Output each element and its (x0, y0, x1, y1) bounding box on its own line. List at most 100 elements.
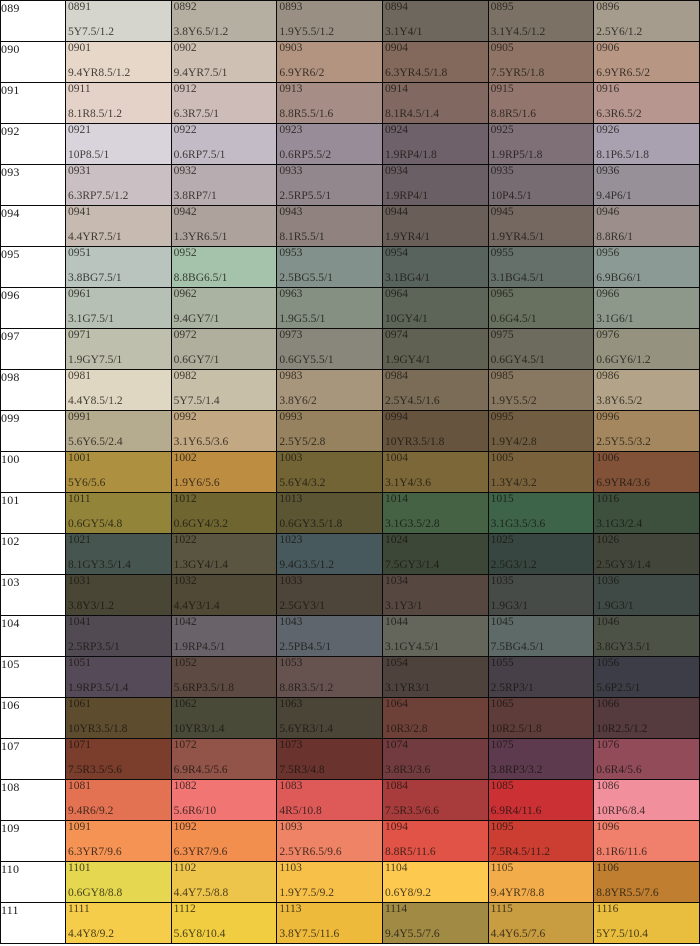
color-swatch-cell[interactable]: 0953 2.5BG5.5/1 (276, 246, 383, 288)
color-swatch-cell[interactable]: 0946 8.8R6/1 (593, 205, 700, 247)
color-swatch-cell[interactable]: 0902 9.4YR7.5/1 (170, 41, 278, 83)
color-swatch-cell[interactable]: 0931 6.3RP7.5/1.2 (65, 164, 172, 206)
color-swatch-cell[interactable]: 1002 1.9Y6/5.6 (170, 451, 278, 493)
color-swatch-cell[interactable]: 1025 2.5G3/1.2 (487, 533, 595, 575)
color-swatch-cell[interactable]: 1064 10R3/2.8 (381, 697, 489, 739)
color-swatch-cell[interactable]: 1076 0.6R4/5.6 (593, 738, 700, 780)
color-swatch-cell[interactable]: 1053 8.8R3.5/1.2 (276, 656, 383, 698)
color-swatch-cell[interactable]: 1115 4.4Y6.5/7.6 (487, 902, 595, 944)
color-swatch-cell[interactable]: 0942 1.3YR6.5/1 (170, 205, 278, 247)
color-swatch-cell[interactable]: 0994 10YR3.5/1.8 (381, 410, 489, 452)
color-swatch-cell[interactable]: 1031 3.8Y3/1.2 (65, 574, 172, 616)
color-swatch-cell[interactable]: 0896 2.5Y6/1.2 (593, 0, 700, 42)
color-swatch-cell[interactable]: 1065 10R2.5/1.8 (487, 697, 595, 739)
color-swatch-cell[interactable]: 1083 4R5/10.8 (276, 779, 383, 821)
color-swatch-cell[interactable]: 1023 9.4G3.5/1.2 (276, 533, 383, 575)
color-swatch-cell[interactable]: 1095 7.5R4.5/11.2 (487, 820, 595, 862)
color-swatch-cell[interactable]: 0992 3.1Y6.5/3.6 (170, 410, 278, 452)
color-swatch-cell[interactable]: 0903 6.9YR6/2 (276, 41, 383, 83)
color-swatch-cell[interactable]: 1086 10RP6/8.4 (593, 779, 700, 821)
color-swatch-cell[interactable]: 0972 0.6GY7/1 (170, 328, 278, 370)
color-swatch-cell[interactable]: 1093 2.5YR6.5/9.6 (276, 820, 383, 862)
color-swatch-cell[interactable]: 1051 1.9RP3.5/1.4 (65, 656, 172, 698)
color-swatch-cell[interactable]: 1116 5Y7.5/10.4 (593, 902, 700, 944)
color-swatch-cell[interactable]: 0943 8.1R5.5/1 (276, 205, 383, 247)
color-swatch-cell[interactable]: 1005 1.3Y4/3.2 (487, 451, 595, 493)
color-swatch-cell[interactable]: 0913 8.8R5.5/1.6 (276, 82, 383, 124)
color-swatch-cell[interactable]: 1113 3.8Y7.5/11.6 (276, 902, 383, 944)
color-swatch-cell[interactable]: 0944 1.9YR4/1 (381, 205, 489, 247)
color-swatch-cell[interactable]: 0995 1.9Y4/2.8 (487, 410, 595, 452)
color-swatch-cell[interactable]: 0985 1.9Y5.5/2 (487, 369, 595, 411)
color-swatch-cell[interactable]: 1073 7.5R3/4.8 (276, 738, 383, 780)
color-swatch-cell[interactable]: 0962 9.4GY7/1 (170, 287, 278, 329)
color-swatch-cell[interactable]: 0933 2.5RP5.5/1 (276, 164, 383, 206)
color-swatch-cell[interactable]: 0964 10GY4/1 (381, 287, 489, 329)
color-swatch-cell[interactable]: 0945 1.9YR4.5/1 (487, 205, 595, 247)
color-swatch-cell[interactable]: 1062 10YR3/1.4 (170, 697, 278, 739)
color-swatch-cell[interactable]: 1091 6.3YR7/9.6 (65, 820, 172, 862)
color-swatch-cell[interactable]: 0911 8.1R8.5/1.2 (65, 82, 172, 124)
color-swatch-cell[interactable]: 0971 1.9GY7.5/1 (65, 328, 172, 370)
color-swatch-cell[interactable]: 1013 0.6GY3.5/1.8 (276, 492, 383, 534)
color-swatch-cell[interactable]: 1084 7.5R3.5/6.6 (381, 779, 489, 821)
color-swatch-cell[interactable]: 1106 8.8YR5.5/7.6 (593, 861, 700, 903)
color-swatch-cell[interactable]: 1056 5.6P2.5/1 (593, 656, 700, 698)
color-swatch-cell[interactable]: 0951 3.8BG7.5/1 (65, 246, 172, 288)
color-swatch-cell[interactable]: 1032 4.4Y3/1.4 (170, 574, 278, 616)
color-swatch-cell[interactable]: 0901 9.4YR8.5/1.2 (65, 41, 172, 83)
color-swatch-cell[interactable]: 1044 3.1GY4.5/1 (381, 615, 489, 657)
color-swatch-cell[interactable]: 0905 7.5YR5/1.8 (487, 41, 595, 83)
color-swatch-cell[interactable]: 0912 6.3R7.5/1 (170, 82, 278, 124)
color-swatch-cell[interactable]: 1066 10R2.5/1.2 (593, 697, 700, 739)
color-swatch-cell[interactable]: 1082 5.6R6/10 (170, 779, 278, 821)
color-swatch-cell[interactable]: 0986 3.8Y6.5/2 (593, 369, 700, 411)
color-swatch-cell[interactable]: 0952 8.8BG6.5/1 (170, 246, 278, 288)
color-swatch-cell[interactable]: 0906 6.9YR6.5/2 (593, 41, 700, 83)
color-swatch-cell[interactable]: 1085 6.9R4/11.6 (487, 779, 595, 821)
color-swatch-cell[interactable]: 0932 3.8RP7/1 (170, 164, 278, 206)
color-swatch-cell[interactable]: 1096 8.1R6/11.6 (593, 820, 700, 862)
color-swatch-cell[interactable]: 1014 3.1G3.5/2.8 (381, 492, 489, 534)
color-swatch-cell[interactable]: 1021 8.1GY3.5/1.4 (65, 533, 172, 575)
color-swatch-cell[interactable]: 1041 2.5RP3.5/1 (65, 615, 172, 657)
color-swatch-cell[interactable]: 1024 7.5GY3/1.4 (381, 533, 489, 575)
color-swatch-cell[interactable]: 1012 0.6GY4/3.2 (170, 492, 278, 534)
color-swatch-cell[interactable]: 0921 10P8.5/1 (65, 123, 172, 165)
color-swatch-cell[interactable]: 0941 4.4YR7.5/1 (65, 205, 172, 247)
color-swatch-cell[interactable]: 0956 6.9BG6/1 (593, 246, 700, 288)
color-swatch-cell[interactable]: 0955 3.1BG4.5/1 (487, 246, 595, 288)
color-swatch-cell[interactable]: 0996 2.5Y5.5/3.2 (593, 410, 700, 452)
color-swatch-cell[interactable]: 1046 3.8GY3.5/1 (593, 615, 700, 657)
color-swatch-cell[interactable]: 0975 0.6GY4.5/1 (487, 328, 595, 370)
color-swatch-cell[interactable]: 0894 3.1Y4/1 (381, 0, 489, 42)
color-swatch-cell[interactable]: 0993 2.5Y5/2.8 (276, 410, 383, 452)
color-swatch-cell[interactable]: 1092 6.3YR7/9.6 (170, 820, 278, 862)
color-swatch-cell[interactable]: 0924 1.9RP4/1.8 (381, 123, 489, 165)
color-swatch-cell[interactable]: 1111 4.4Y8/9.2 (65, 902, 172, 944)
color-swatch-cell[interactable]: 1074 3.8R3/3.6 (381, 738, 489, 780)
color-swatch-cell[interactable]: 0973 0.6GY5.5/1 (276, 328, 383, 370)
color-swatch-cell[interactable]: 1016 3.1G3/2.4 (593, 492, 700, 534)
color-swatch-cell[interactable]: 1003 5.6Y4/3.2 (276, 451, 383, 493)
color-swatch-cell[interactable]: 0984 2.5Y4.5/1.6 (381, 369, 489, 411)
color-swatch-cell[interactable]: 1033 2.5GY3/1 (276, 574, 383, 616)
color-swatch-cell[interactable]: 1063 5.6YR3/1.4 (276, 697, 383, 739)
color-swatch-cell[interactable]: 1072 6.9R4.5/5.6 (170, 738, 278, 780)
color-swatch-cell[interactable]: 0963 1.9G5.5/1 (276, 287, 383, 329)
color-swatch-cell[interactable]: 1011 0.6GY5/4.8 (65, 492, 172, 534)
color-swatch-cell[interactable]: 1006 6.9YR4/3.6 (593, 451, 700, 493)
color-swatch-cell[interactable]: 0891 5Y7.5/1.2 (65, 0, 172, 42)
color-swatch-cell[interactable]: 0934 1.9RP4/1 (381, 164, 489, 206)
color-swatch-cell[interactable]: 0983 3.8Y6/2 (276, 369, 383, 411)
color-swatch-cell[interactable]: 0935 10P4.5/1 (487, 164, 595, 206)
color-swatch-cell[interactable]: 1075 3.8RP3/3.2 (487, 738, 595, 780)
color-swatch-cell[interactable]: 0974 1.9GY4/1 (381, 328, 489, 370)
color-swatch-cell[interactable]: 1061 10YR3.5/1.8 (65, 697, 172, 739)
color-swatch-cell[interactable]: 0981 4.4Y8.5/1.2 (65, 369, 172, 411)
color-swatch-cell[interactable]: 1103 1.9Y7.5/9.2 (276, 861, 383, 903)
color-swatch-cell[interactable]: 0966 3.1G6/1 (593, 287, 700, 329)
color-swatch-cell[interactable]: 1054 3.1YR3/1 (381, 656, 489, 698)
color-swatch-cell[interactable]: 0954 3.1BG4/1 (381, 246, 489, 288)
color-swatch-cell[interactable]: 0922 0.6RP7.5/1 (170, 123, 278, 165)
